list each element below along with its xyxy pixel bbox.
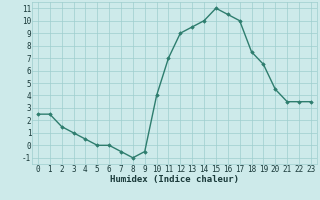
X-axis label: Humidex (Indice chaleur): Humidex (Indice chaleur) bbox=[110, 175, 239, 184]
